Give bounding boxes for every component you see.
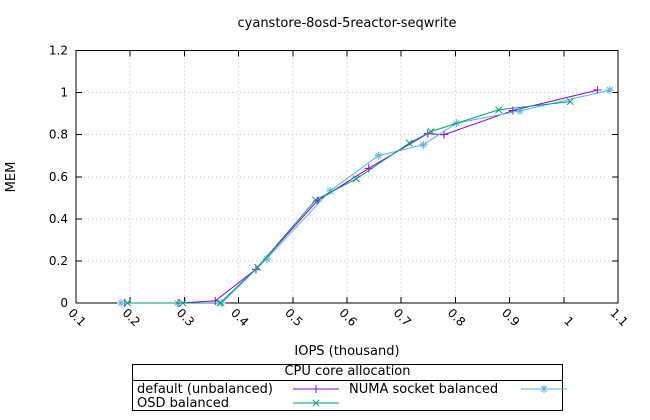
y-tick-label: 0.4 (49, 212, 68, 226)
data-point-marker-cross (427, 127, 435, 136)
data-point-marker-asterisk (605, 86, 614, 95)
legend-label-osd-balanced: OSD balanced (137, 396, 230, 411)
legend-sample-svg (293, 385, 339, 393)
x-tick-label: 1.1 (607, 306, 630, 329)
y-tick-label: 0 (60, 296, 68, 310)
y-tick-label: 0.8 (49, 128, 68, 142)
data-point-marker-asterisk (262, 254, 271, 263)
data-point-marker-cross (405, 139, 413, 147)
legend-sample-numa-socket-balanced (519, 382, 569, 396)
x-tick-label: 0.6 (336, 306, 359, 329)
legend-box: CPU core allocation default (unbalanced)… (132, 364, 567, 411)
legend-sample-marker (312, 399, 320, 407)
data-point-marker-cross (495, 106, 503, 114)
legend-title: CPU core allocation (133, 365, 562, 381)
legend-label-default-unbalanced: default (unbalanced) (137, 382, 273, 397)
data-point-marker-cross (254, 263, 262, 271)
data-point-marker-cross (352, 175, 360, 183)
legend-sample-marker (540, 385, 548, 393)
x-tick-label: 1 (561, 314, 576, 329)
data-point-marker-cross (123, 299, 132, 307)
x-tick-label: 0.5 (282, 306, 305, 329)
chart-title: cyanstore-8osd-5reactor-seqwrite (237, 16, 457, 31)
legend-label-numa-socket-balanced: NUMA socket balanced (349, 382, 499, 397)
data-point-marker-asterisk (374, 151, 383, 160)
series-line-cross (127, 101, 571, 304)
y-tick-label: 0.2 (49, 254, 68, 268)
data-point-marker-cross (216, 299, 224, 307)
y-tick-label: 1 (60, 86, 68, 100)
y-tick-label: 1.2 (49, 44, 68, 58)
data-point-marker-asterisk (326, 186, 335, 195)
x-tick-label: 0.7 (391, 306, 414, 329)
series-line-asterisk (121, 89, 611, 304)
y-tick-label: 0.6 (49, 170, 68, 184)
data-point-marker-asterisk (515, 106, 524, 115)
legend-sample-osd-balanced (291, 396, 341, 410)
legend-sample-svg (521, 385, 567, 393)
x-tick-label: 0.3 (174, 306, 197, 329)
legend-sample-marker (312, 385, 320, 393)
data-point-marker-cross (566, 98, 574, 106)
x-tick-label: 0.1 (65, 306, 88, 329)
data-point-marker-cross (179, 299, 187, 307)
x-tick-label: 0.9 (499, 306, 522, 329)
data-point-marker-plus (440, 130, 449, 139)
x-tick-label: 0.8 (445, 306, 468, 329)
data-point-marker-cross (312, 196, 320, 204)
x-axis-title: IOPS (thousand) (294, 344, 400, 359)
data-point-marker-asterisk (217, 299, 226, 307)
y-axis-title: MEM (4, 162, 19, 193)
data-point-marker-asterisk (116, 299, 125, 307)
x-tick-label: 0.4 (228, 306, 251, 329)
series-line-plus (124, 89, 598, 304)
legend-sample-default-unbalanced (291, 382, 341, 396)
legend-sample-svg (293, 399, 339, 407)
x-tick-label: 0.2 (120, 306, 143, 329)
data-point-marker-asterisk (419, 140, 428, 149)
